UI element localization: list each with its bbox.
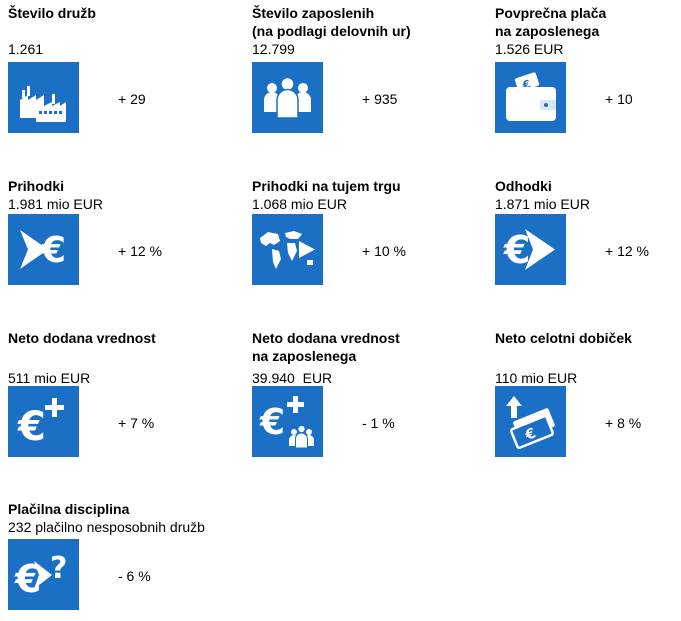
indicator-title: Neto dodana vrednost na zaposlenega: [252, 330, 400, 364]
indicator-change: + 10 %: [362, 243, 406, 259]
world-map-arrow-icon: [252, 214, 323, 285]
indicator-value: 232 plačilno nesposobnih družb: [8, 519, 205, 535]
indicator-value: 1.526 EUR: [495, 41, 564, 57]
indicator-change: + 10: [605, 91, 633, 107]
indicator-change: - 1 %: [362, 415, 395, 431]
indicator-title: Plačilna disciplina: [8, 501, 130, 517]
euro-question-icon: € ?: [8, 539, 79, 610]
indicator-change: + 12 %: [118, 243, 162, 259]
revenue-arrow-euro-icon: €: [8, 214, 79, 285]
indicator-payment-discipline: Plačilna disciplina 232 plačilno nesposo…: [8, 500, 308, 536]
indicator-change: + 12 %: [605, 243, 649, 259]
indicator-title: Število zaposlenih (na podlagi delovnih …: [252, 5, 411, 39]
indicator-value: 110 mio EUR: [495, 370, 578, 386]
expense-euro-arrow-icon: €: [495, 214, 566, 285]
svg-text:€: €: [503, 228, 530, 272]
svg-text:€: €: [40, 230, 66, 271]
indicator-title: Prihodki: [8, 178, 65, 194]
indicator-value: 1.981 mio EUR: [8, 196, 103, 212]
indicator-net-profit: Neto celotni dobiček 110 mio EUR: [495, 329, 681, 387]
indicator-change: - 6 %: [118, 568, 151, 584]
banknotes-up-icon: €: [495, 386, 566, 457]
indicator-foreign-revenue: Prihodki na tujem trgu 1.068 mio EUR: [252, 177, 477, 213]
indicator-title: Prihodki na tujem trgu: [252, 178, 401, 194]
svg-text:€: €: [17, 404, 46, 450]
factory-icon: [8, 62, 79, 133]
indicator-change: + 935: [362, 91, 398, 107]
indicator-value: 1.068 mio EUR: [252, 196, 347, 212]
indicator-number-of-companies: Število družb 1.261: [8, 4, 233, 58]
indicator-revenue: Prihodki 1.981 mio EUR: [8, 177, 233, 213]
indicator-value: 12.799: [252, 41, 295, 57]
indicator-average-salary: Povprečna plača na zaposlenega 1.526 EUR: [495, 4, 681, 58]
svg-text:?: ?: [50, 551, 67, 586]
indicator-value: 39.940 EUR: [252, 370, 333, 386]
indicator-change: + 7 %: [118, 415, 155, 431]
svg-text:€: €: [259, 402, 285, 443]
indicator-title: Povprečna plača na zaposlenega: [495, 5, 607, 39]
indicator-title: Število družb: [8, 5, 96, 21]
indicator-net-value-added-per-employee: Neto dodana vrednost na zaposlenega 39.9…: [252, 329, 477, 387]
indicator-value: 1.871 mio EUR: [495, 196, 590, 212]
wallet-icon: €: [495, 62, 566, 133]
indicator-net-value-added: Neto dodana vrednost 511 mio EUR: [8, 329, 233, 387]
indicator-change: + 29: [118, 91, 146, 107]
euro-plus-people-icon: €: [252, 386, 323, 457]
indicator-change: + 8 %: [605, 415, 642, 431]
indicator-value: 511 mio EUR: [8, 370, 91, 386]
indicator-title: Odhodki: [495, 178, 552, 194]
indicator-expenses: Odhodki 1.871 mio EUR: [495, 177, 681, 213]
indicator-value: 1.261: [8, 41, 44, 57]
indicator-title: Neto dodana vrednost: [8, 330, 156, 346]
euro-plus-icon: €: [8, 386, 79, 457]
indicator-title: Neto celotni dobiček: [495, 330, 632, 346]
indicator-number-of-employees: Število zaposlenih (na podlagi delovnih …: [252, 4, 477, 58]
people-icon: [252, 62, 323, 133]
